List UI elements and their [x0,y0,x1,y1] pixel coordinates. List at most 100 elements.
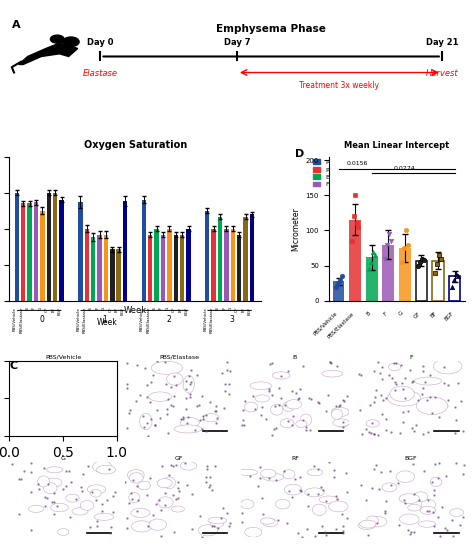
Point [277,372,285,380]
Point [211,461,219,470]
Ellipse shape [284,484,302,495]
Point [48,429,56,438]
Point [144,431,152,440]
Point [281,401,289,409]
Text: F: F [95,307,100,309]
Point [157,532,165,540]
Point [368,419,376,428]
Text: BGF: BGF [121,307,125,315]
Ellipse shape [87,485,106,494]
Point [50,386,57,395]
Point [39,394,47,403]
Point [221,387,228,396]
Text: GF: GF [108,307,112,312]
Bar [224,229,228,548]
Point [153,406,161,414]
Point [15,429,22,437]
Point [392,380,400,389]
Point [63,412,71,420]
Text: G: G [38,307,43,310]
Ellipse shape [360,520,376,528]
Bar [104,235,108,548]
Bar [218,216,222,548]
Point [78,385,86,394]
Point [198,424,205,433]
Point [29,398,36,407]
Point [59,485,67,494]
Point [103,496,110,505]
Text: PBS/Vehicle: PBS/Vehicle [203,307,207,330]
Point [189,489,196,498]
Point [275,401,283,409]
Text: PBS/Elastase: PBS/Elastase [83,307,87,333]
Ellipse shape [64,367,75,373]
Ellipse shape [167,373,183,385]
Point [213,407,220,416]
Point [426,392,434,401]
Point [272,402,279,411]
Point [174,484,182,493]
Point [223,509,230,517]
Point [428,477,436,486]
Point [387,237,395,246]
Point [93,516,101,525]
Point [158,461,165,470]
Text: 0: 0 [39,315,44,324]
Point [198,533,206,541]
Ellipse shape [46,467,63,473]
Point [161,358,169,367]
Ellipse shape [237,469,257,476]
Bar [34,202,38,548]
Point [404,240,411,249]
Bar [84,229,89,548]
Point [418,390,426,398]
Point [368,484,376,493]
Point [225,379,233,388]
Point [377,368,384,377]
Point [430,486,438,495]
Ellipse shape [275,499,290,509]
Point [445,380,452,389]
Point [415,261,422,270]
Point [399,385,407,393]
Point [33,373,40,381]
Text: BF: BF [51,307,55,312]
Point [378,374,386,383]
Point [401,499,409,507]
Ellipse shape [263,519,278,527]
Point [202,426,210,435]
Point [337,401,344,409]
Text: A: A [12,20,20,31]
Text: F: F [159,307,163,309]
Ellipse shape [408,504,421,511]
Point [396,429,403,438]
Point [36,393,43,402]
Point [339,522,346,531]
Bar [148,235,152,548]
Point [451,402,459,411]
Ellipse shape [300,414,311,426]
Ellipse shape [92,461,112,472]
Point [143,392,151,401]
Point [454,272,461,281]
Point [343,488,351,496]
Point [123,513,130,522]
Point [401,394,409,403]
Point [317,482,325,491]
Point [327,358,334,367]
Point [174,493,182,502]
Point [42,492,49,501]
Point [343,392,350,401]
Point [336,275,343,284]
Point [380,396,387,404]
Point [149,371,157,380]
Ellipse shape [336,419,348,427]
Point [332,524,339,533]
Text: BGF: BGF [58,307,62,315]
Bar [91,237,95,548]
Point [96,401,104,409]
Point [207,473,214,482]
Point [382,254,389,263]
Point [123,358,131,367]
Point [406,366,414,374]
